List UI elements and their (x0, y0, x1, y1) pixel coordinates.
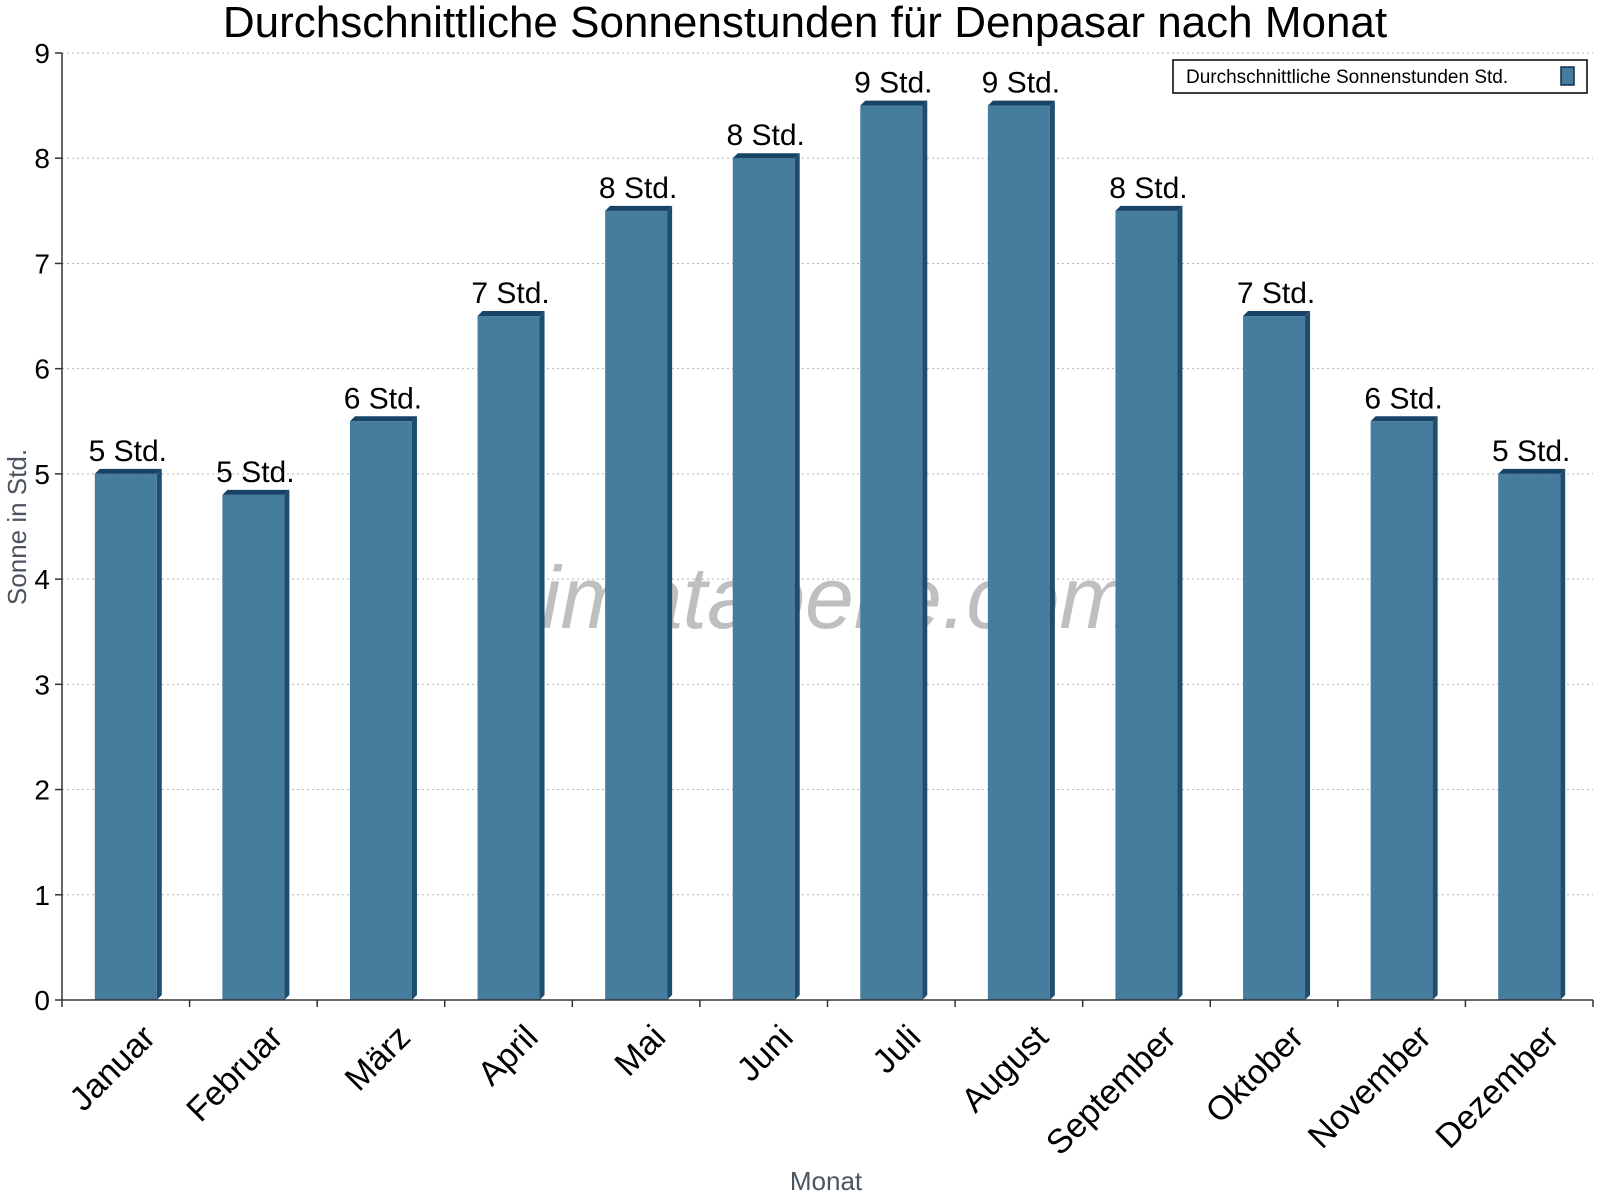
x-tick-label: Februar (179, 1018, 290, 1129)
x-tick-label: September (1039, 1018, 1183, 1162)
y-tick-label: 7 (34, 248, 50, 279)
bar-side (411, 416, 417, 1000)
x-tick-label: Oktober (1199, 1018, 1311, 1130)
bar-face (349, 421, 412, 1000)
bar-side (794, 153, 800, 1000)
bar (605, 205, 673, 1001)
x-tick-label: März (338, 1018, 418, 1098)
bar-value-label: 8 Std. (727, 119, 805, 152)
bar (1115, 205, 1183, 1001)
bar (1370, 416, 1438, 1000)
bar-face (1498, 473, 1561, 1000)
bar-side (667, 205, 673, 1001)
y-tick-label: 6 (34, 354, 50, 385)
bar-side (156, 468, 162, 1000)
bar-top (1115, 205, 1183, 211)
data-labels: 5 Std. 5 Std. 6 Std. 7 Std. 8 Std. 8 Std. 9 St… (89, 67, 1571, 489)
y-axis-title: Sonne in Std. (2, 449, 32, 605)
bar-top (732, 153, 800, 159)
gridlines (62, 52, 1593, 896)
bar-top (1243, 311, 1311, 317)
bar (477, 311, 545, 1000)
y-tick-label: 9 (34, 38, 50, 69)
bar (732, 153, 800, 1000)
bar-value-label: 7 Std. (471, 277, 549, 310)
x-tick-label: November (1301, 1018, 1439, 1156)
x-axis-title: Monat (790, 1166, 863, 1196)
bar-face (477, 316, 540, 1000)
bar-face (94, 473, 157, 1000)
bar-value-label: 8 Std. (599, 172, 677, 205)
bar-top (94, 468, 162, 474)
y-tick-labels: 0 1 2 3 4 5 6 7 8 9 (34, 38, 50, 1016)
bar-top (349, 416, 417, 422)
bar-top (987, 100, 1055, 106)
x-tick-label: Juli (865, 1018, 928, 1081)
legend-label: Durchschnittliche Sonnenstunden Std. (1186, 67, 1508, 88)
bar (860, 100, 928, 1001)
bar (349, 416, 417, 1000)
bar-side (1177, 205, 1183, 1001)
x-tick-label: Dezember (1428, 1018, 1566, 1156)
bar-side (284, 489, 290, 1000)
bar-side (1432, 416, 1438, 1000)
y-tick-label: 5 (34, 459, 50, 490)
bar-value-label: 9 Std. (982, 67, 1060, 100)
y-tick-label: 1 (34, 880, 50, 911)
y-tick-label: 0 (34, 985, 50, 1016)
bar-side (539, 311, 545, 1000)
bar-value-label: 5 Std. (1492, 435, 1570, 468)
bar-value-label: 5 Std. (89, 435, 167, 468)
bar-face (860, 105, 923, 1001)
legend-box (1172, 59, 1588, 94)
bar-value-label: 5 Std. (216, 456, 294, 489)
bar-value-label: 8 Std. (1109, 172, 1187, 205)
chart-title: Durchschnittliche Sonnenstunden für Denp… (223, 0, 1387, 47)
x-tick-label: Januar (62, 1018, 162, 1118)
x-tick-label: August (954, 1018, 1056, 1120)
y-tick-label: 3 (34, 669, 50, 700)
bar (1498, 468, 1566, 1000)
bar-face (732, 158, 795, 1000)
bar (94, 468, 162, 1000)
bar-top (477, 311, 545, 317)
bar-value-label: 6 Std. (1364, 382, 1442, 415)
x-tick-label: April (471, 1018, 546, 1093)
bar-face (605, 210, 668, 1001)
bar-face (1370, 421, 1433, 1000)
bar-face (222, 494, 285, 1000)
bar-top (1498, 468, 1566, 474)
bar-top (1370, 416, 1438, 422)
bar-top (860, 100, 928, 106)
y-tick-label: 2 (34, 775, 50, 806)
bar-side (1560, 468, 1566, 1000)
bar-face (1243, 316, 1306, 1000)
x-tick-labels: Januar Februar März April Mai Juni Juli AugustS… (62, 1018, 1566, 1163)
bar-value-label: 7 Std. (1237, 277, 1315, 310)
y-tick-label: 4 (34, 564, 50, 595)
x-tick-label: Juni (730, 1018, 801, 1089)
bar-value-label: 6 Std. (344, 382, 422, 415)
bar (1243, 311, 1311, 1000)
bar-value-label: 9 Std. (854, 67, 932, 100)
legend: Durchschnittliche Sonnenstunden Std. (1172, 59, 1588, 94)
bar-series (94, 100, 1566, 1001)
bar (987, 100, 1055, 1001)
axes (55, 52, 1594, 1007)
bar-top (605, 205, 673, 211)
bar-side (1305, 311, 1311, 1000)
bar-face (1115, 210, 1178, 1001)
bar-face (987, 105, 1050, 1001)
bar (222, 489, 290, 1000)
bar-side (1049, 100, 1055, 1001)
legend-swatch (1560, 66, 1575, 86)
bar-side (922, 100, 928, 1001)
x-tick-label: Mai (607, 1018, 673, 1084)
y-tick-label: 8 (34, 143, 50, 174)
bar-top (222, 489, 290, 495)
